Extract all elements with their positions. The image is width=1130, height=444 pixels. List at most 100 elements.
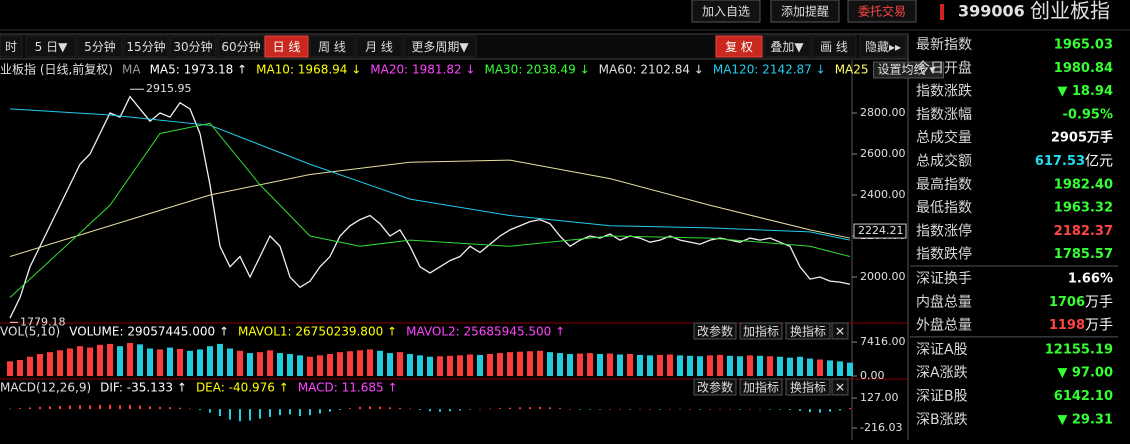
volume-bar	[207, 346, 213, 376]
button[interactable]	[831, 378, 849, 396]
macd-bar	[359, 406, 361, 410]
button-label[interactable]: 加入自选	[702, 5, 750, 19]
button-label[interactable]: 时	[5, 40, 17, 54]
button-label[interactable]: 5分钟	[84, 39, 116, 54]
button[interactable]	[0, 35, 23, 58]
button-label[interactable]: 5 日▼	[35, 40, 68, 54]
volume-bar	[687, 355, 693, 376]
macd-bar	[629, 409, 631, 410]
button-label[interactable]: 隐藏▸▸	[865, 40, 901, 54]
macd-bar	[219, 409, 221, 417]
quote-label: 深B涨跌	[916, 412, 968, 428]
volume-bar	[177, 348, 183, 376]
macd-bar	[209, 409, 211, 413]
button-label[interactable]: 周 线	[318, 40, 346, 54]
volume-bar	[117, 346, 123, 376]
button[interactable]	[739, 322, 783, 340]
macd-bar	[509, 407, 511, 410]
button-label[interactable]: 画 线	[820, 40, 848, 54]
quote-label: 内盘总量	[916, 293, 972, 310]
button[interactable]	[355, 35, 403, 58]
macd-bar	[769, 409, 771, 410]
button[interactable]	[811, 35, 857, 58]
button[interactable]	[739, 378, 783, 396]
volume-bar	[97, 344, 103, 376]
button-label[interactable]: ✕	[835, 325, 845, 339]
button-label[interactable]: 加指标	[743, 380, 779, 395]
macd-bar	[89, 405, 91, 410]
settings-label[interactable]: 设置均线 ▾	[878, 63, 936, 77]
macd-bar	[169, 407, 171, 410]
button-label[interactable]: 叠加▼	[770, 40, 804, 54]
volume-bar	[607, 353, 613, 376]
macd-bar	[489, 408, 491, 410]
volume-bar	[427, 356, 433, 376]
button[interactable]	[693, 378, 737, 396]
volume-bar	[507, 352, 513, 376]
button-label[interactable]: 60分钟	[221, 39, 260, 54]
button[interactable]	[693, 322, 737, 340]
button-label[interactable]: 改参数	[697, 324, 733, 339]
button[interactable]	[309, 35, 355, 58]
button-label[interactable]: 委托交易	[858, 4, 906, 19]
button-label[interactable]: 加指标	[743, 324, 779, 339]
macd-bar	[299, 409, 301, 417]
button-label[interactable]: ✕	[835, 381, 845, 395]
button[interactable]	[77, 35, 123, 58]
macd-bar	[839, 409, 841, 411]
button[interactable]	[763, 35, 811, 58]
button[interactable]	[217, 35, 265, 58]
price-line	[9, 95, 851, 319]
macd-bar	[139, 405, 141, 410]
volume-bar	[487, 353, 493, 376]
button-label[interactable]: 添加提醒	[781, 4, 829, 19]
quote-label: 最低指数	[916, 200, 972, 216]
macd-bar	[319, 409, 321, 414]
button-label[interactable]: 月 线	[365, 40, 393, 54]
button[interactable]	[847, 0, 917, 23]
button[interactable]	[785, 378, 831, 396]
button[interactable]	[785, 322, 831, 340]
macd-bar	[549, 407, 551, 410]
volume-bar	[357, 350, 363, 376]
volume-bar	[17, 359, 23, 376]
macd-bar	[29, 407, 31, 410]
quote-value: ▼ 97.00	[1057, 366, 1113, 381]
quote-value: 1980.84	[1054, 61, 1113, 76]
button-label[interactable]: 换指标	[790, 324, 826, 339]
button[interactable]	[264, 35, 309, 58]
volume-bar	[337, 352, 343, 376]
button[interactable]	[715, 35, 763, 58]
ma-line	[9, 159, 851, 258]
button[interactable]	[25, 35, 77, 58]
button[interactable]	[691, 0, 761, 23]
macd-bar	[479, 409, 481, 410]
quote-value: 1965.03	[1054, 38, 1113, 53]
macd-bar	[449, 409, 451, 412]
button-label[interactable]: 复 权	[725, 40, 753, 54]
button[interactable]	[403, 35, 477, 58]
volume-bar	[397, 352, 403, 376]
button[interactable]	[770, 0, 840, 23]
button[interactable]	[169, 35, 217, 58]
quote-value: 1.66%	[1068, 272, 1113, 287]
button-label[interactable]: 更多周期▼	[411, 40, 469, 54]
macd-bar	[199, 409, 201, 410]
legend-item: MAVOL2: 25685945.500 ↑	[406, 325, 565, 339]
button-label[interactable]: 15分钟	[126, 39, 165, 54]
legend-item: MA25	[835, 63, 869, 77]
button-label[interactable]: 日 线	[273, 40, 301, 54]
settings-button[interactable]	[873, 61, 945, 79]
legend-item: MA20: 1981.82 ↓	[370, 63, 475, 77]
button[interactable]	[123, 35, 169, 58]
button-label[interactable]: 改参数	[697, 380, 733, 395]
button-label[interactable]: 换指标	[790, 380, 826, 395]
button[interactable]	[859, 35, 907, 58]
macd-bar	[59, 406, 61, 410]
volume-bar	[587, 353, 593, 376]
volume-bar	[37, 353, 43, 376]
macd-bar	[599, 409, 601, 410]
button[interactable]	[831, 322, 849, 340]
button-label[interactable]: 30分钟	[173, 39, 212, 54]
macd-bar	[539, 406, 541, 410]
